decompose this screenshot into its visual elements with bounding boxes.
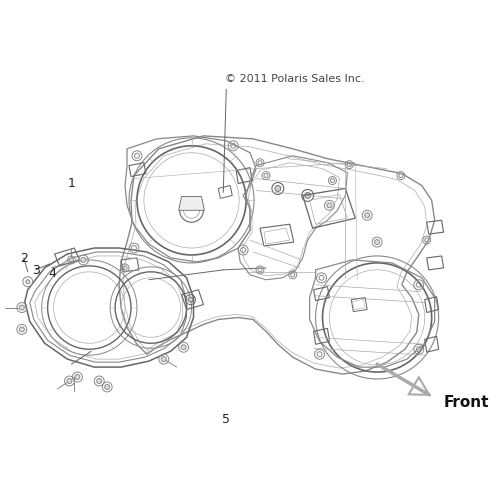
Circle shape <box>364 213 370 218</box>
Text: 2: 2 <box>20 252 28 266</box>
Circle shape <box>275 186 281 192</box>
Circle shape <box>97 378 102 384</box>
Circle shape <box>181 345 186 350</box>
Circle shape <box>20 305 24 310</box>
Polygon shape <box>178 196 204 210</box>
Circle shape <box>26 280 30 283</box>
Circle shape <box>162 356 166 362</box>
Circle shape <box>327 203 332 208</box>
Circle shape <box>75 374 80 380</box>
Circle shape <box>20 327 24 332</box>
Circle shape <box>70 258 73 262</box>
Text: 3: 3 <box>32 264 40 278</box>
Text: 4: 4 <box>48 268 56 280</box>
Circle shape <box>304 192 310 198</box>
Text: © 2011 Polaris Sales Inc.: © 2011 Polaris Sales Inc. <box>226 74 365 84</box>
Text: Front: Front <box>444 396 490 410</box>
Circle shape <box>188 297 193 302</box>
Circle shape <box>81 258 86 262</box>
Circle shape <box>67 378 72 384</box>
Circle shape <box>104 384 110 390</box>
Circle shape <box>374 240 380 244</box>
Text: 5: 5 <box>222 413 230 426</box>
Text: 1: 1 <box>68 176 76 190</box>
